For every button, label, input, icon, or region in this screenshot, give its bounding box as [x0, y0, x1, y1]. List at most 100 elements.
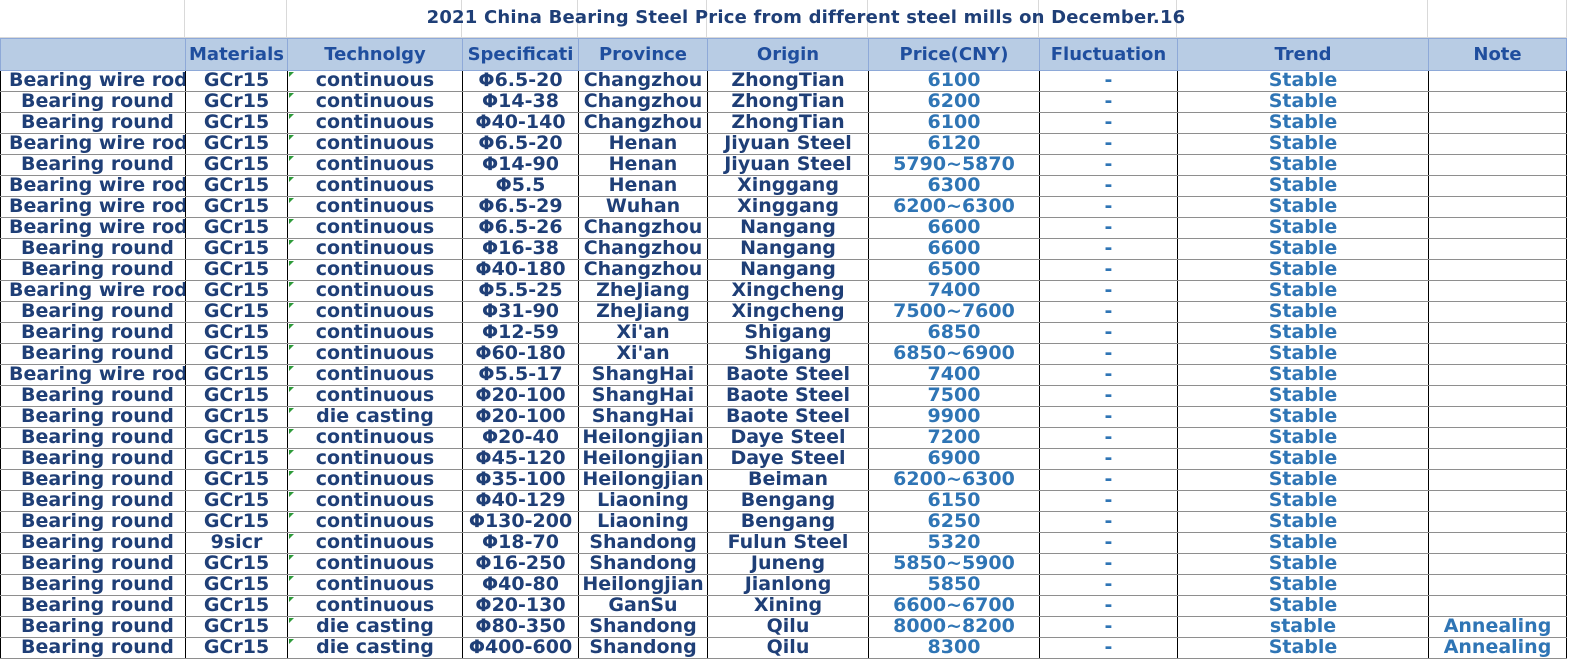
cell-trend[interactable]: Stable	[1177, 364, 1429, 386]
cell-materials[interactable]: GCr15	[185, 280, 288, 302]
cell-trend[interactable]: Stable	[1177, 532, 1429, 554]
cell-note[interactable]	[1428, 490, 1567, 512]
cell-province[interactable]: Changzhou	[578, 91, 708, 113]
cell-product[interactable]: Bearing round	[0, 343, 186, 365]
cell-product[interactable]: Bearing wire rod	[0, 280, 186, 302]
cell-materials[interactable]: GCr15	[185, 448, 288, 470]
cell-note[interactable]	[1428, 133, 1567, 155]
cell-trend[interactable]: Stable	[1177, 301, 1429, 323]
cell-materials[interactable]: GCr15	[185, 301, 288, 323]
cell-fluctuation[interactable]: -	[1039, 364, 1178, 386]
cell-specification[interactable]: Φ80-350	[462, 616, 579, 638]
cell-product[interactable]: Bearing wire rod	[0, 133, 186, 155]
cell-province[interactable]: Changzhou	[578, 259, 708, 281]
cell-product[interactable]: Bearing round	[0, 595, 186, 617]
cell-origin[interactable]: Jiyuan Steel	[707, 154, 869, 176]
cell-province[interactable]: Shandong	[578, 553, 708, 575]
cell-fluctuation[interactable]: -	[1039, 154, 1178, 176]
cell-province[interactable]: Henan	[578, 175, 708, 197]
cell-materials[interactable]: GCr15	[185, 385, 288, 407]
cell-technology[interactable]: continuous	[287, 511, 463, 533]
cell-specification[interactable]: Φ31-90	[462, 301, 579, 323]
cell-price[interactable]: 6850	[868, 322, 1040, 344]
column-header-specification[interactable]: Specificati	[462, 38, 579, 71]
cell-price[interactable]: 5320	[868, 532, 1040, 554]
cell-materials[interactable]: GCr15	[185, 196, 288, 218]
cell-trend[interactable]: Stable	[1177, 427, 1429, 449]
cell-province[interactable]: Xi'an	[578, 322, 708, 344]
cell-price[interactable]: 5850~5900	[868, 553, 1040, 575]
cell-origin[interactable]: Qilu	[707, 616, 869, 638]
column-header-province[interactable]: Province	[578, 38, 708, 71]
cell-origin[interactable]: Jiyuan Steel	[707, 133, 869, 155]
cell-province[interactable]: Shandong	[578, 532, 708, 554]
cell-materials[interactable]: GCr15	[185, 469, 288, 491]
cell-trend[interactable]: stable	[1177, 616, 1429, 638]
cell-note[interactable]	[1428, 574, 1567, 596]
cell-materials[interactable]: GCr15	[185, 553, 288, 575]
cell-origin[interactable]: Juneng	[707, 553, 869, 575]
cell-trend[interactable]: Stable	[1177, 574, 1429, 596]
cell-origin[interactable]: Shigang	[707, 343, 869, 365]
cell-note[interactable]	[1428, 280, 1567, 302]
cell-note[interactable]	[1428, 112, 1567, 134]
cell-origin[interactable]: Nangang	[707, 217, 869, 239]
cell-origin[interactable]: Shigang	[707, 322, 869, 344]
cell-price[interactable]: 7400	[868, 364, 1040, 386]
cell-trend[interactable]: Stable	[1177, 91, 1429, 113]
cell-note[interactable]	[1428, 427, 1567, 449]
cell-trend[interactable]: Stable	[1177, 175, 1429, 197]
cell-product[interactable]: Bearing round	[0, 532, 186, 554]
cell-materials[interactable]: GCr15	[185, 364, 288, 386]
cell-note[interactable]	[1428, 259, 1567, 281]
cell-origin[interactable]: Baote Steel	[707, 364, 869, 386]
cell-materials[interactable]: GCr15	[185, 238, 288, 260]
cell-technology[interactable]: continuous	[287, 196, 463, 218]
cell-fluctuation[interactable]: -	[1039, 133, 1178, 155]
cell-specification[interactable]: Φ40-140	[462, 112, 579, 134]
cell-product[interactable]: Bearing round	[0, 490, 186, 512]
cell-note[interactable]	[1428, 595, 1567, 617]
cell-province[interactable]: Shandong	[578, 616, 708, 638]
cell-technology[interactable]: continuous	[287, 259, 463, 281]
cell-province[interactable]: Heilongjian	[578, 427, 708, 449]
cell-technology[interactable]: die casting	[287, 406, 463, 428]
cell-price[interactable]: 6250	[868, 511, 1040, 533]
cell-trend[interactable]: Stable	[1177, 385, 1429, 407]
cell-materials[interactable]: GCr15	[185, 595, 288, 617]
cell-materials[interactable]: GCr15	[185, 259, 288, 281]
cell-technology[interactable]: die casting	[287, 637, 463, 659]
cell-materials[interactable]: GCr15	[185, 322, 288, 344]
cell-note[interactable]	[1428, 364, 1567, 386]
cell-note[interactable]	[1428, 238, 1567, 260]
cell-technology[interactable]: continuous	[287, 469, 463, 491]
cell-product[interactable]: Bearing round	[0, 406, 186, 428]
cell-product[interactable]: Bearing round	[0, 511, 186, 533]
cell-fluctuation[interactable]: -	[1039, 469, 1178, 491]
cell-trend[interactable]: Stable	[1177, 133, 1429, 155]
cell-fluctuation[interactable]: -	[1039, 217, 1178, 239]
cell-product[interactable]: Bearing round	[0, 553, 186, 575]
cell-price[interactable]: 6600	[868, 238, 1040, 260]
cell-technology[interactable]: continuous	[287, 343, 463, 365]
cell-product[interactable]: Bearing round	[0, 469, 186, 491]
cell-specification[interactable]: Φ18-70	[462, 532, 579, 554]
cell-materials[interactable]: GCr15	[185, 175, 288, 197]
cell-product[interactable]: Bearing round	[0, 112, 186, 134]
cell-price[interactable]: 5850	[868, 574, 1040, 596]
cell-origin[interactable]: Qilu	[707, 637, 869, 659]
cell-note[interactable]	[1428, 70, 1567, 92]
cell-price[interactable]: 7500~7600	[868, 301, 1040, 323]
cell-materials[interactable]: GCr15	[185, 574, 288, 596]
cell-province[interactable]: ZheJiang	[578, 280, 708, 302]
cell-origin[interactable]: Daye Steel	[707, 427, 869, 449]
cell-product[interactable]: Bearing round	[0, 91, 186, 113]
cell-price[interactable]: 6150	[868, 490, 1040, 512]
cell-fluctuation[interactable]: -	[1039, 112, 1178, 134]
cell-product[interactable]: Bearing wire rod	[0, 196, 186, 218]
cell-province[interactable]: ShangHai	[578, 364, 708, 386]
cell-origin[interactable]: ZhongTian	[707, 91, 869, 113]
cell-origin[interactable]: Nangang	[707, 259, 869, 281]
cell-trend[interactable]: Stable	[1177, 469, 1429, 491]
cell-origin[interactable]: Beiman	[707, 469, 869, 491]
